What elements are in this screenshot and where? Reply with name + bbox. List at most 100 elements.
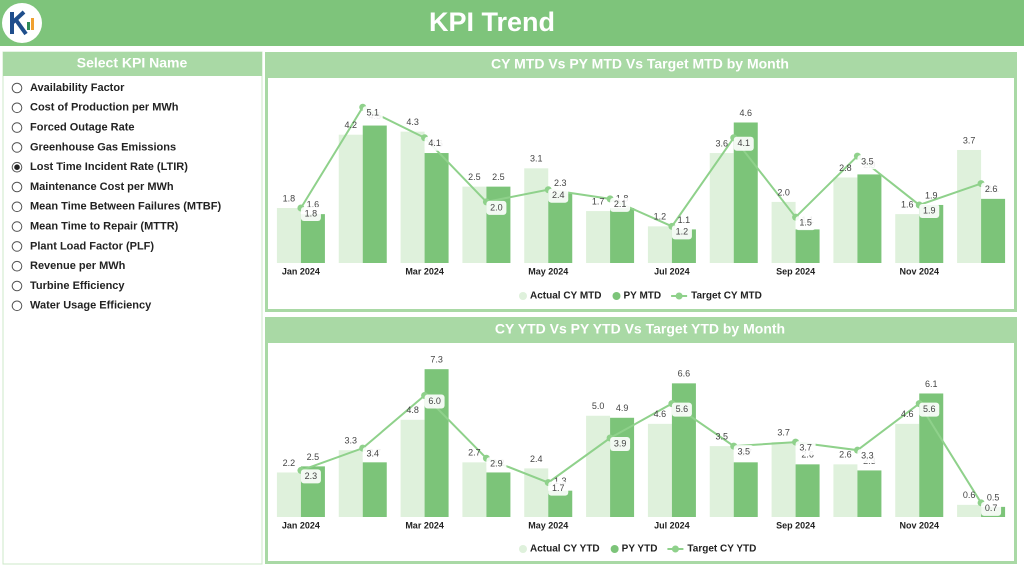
radio-button (11, 280, 23, 292)
data-label-box (919, 203, 940, 218)
bar (833, 177, 858, 263)
data-label: 3.7 (777, 427, 790, 437)
logo-circle (2, 3, 42, 43)
bar (957, 149, 982, 263)
data-label: 3.5 (715, 432, 728, 442)
data-label-box (424, 136, 445, 151)
slicer-option[interactable]: Mean Time Between Failures (MTBF) (11, 201, 221, 213)
bar (857, 470, 882, 517)
data-label-box (300, 207, 321, 222)
x-tick-label: Sep 2024 (776, 520, 815, 530)
data-label: 2.3 (305, 471, 318, 481)
slicer-option[interactable]: Mean Time to Repair (MTTR) (11, 221, 179, 233)
slicer-option[interactable]: Revenue per MWh (11, 260, 126, 272)
bar (647, 423, 672, 517)
radio-button (11, 102, 23, 114)
data-label: 1.5 (799, 218, 812, 228)
data-label: 0.7 (985, 503, 998, 513)
slicer-option[interactable]: Availability Factor (11, 82, 125, 94)
data-label: 3.4 (366, 449, 379, 459)
data-label: 1.9 (923, 205, 936, 215)
slicer-option[interactable]: Forced Outage Rate (11, 122, 135, 134)
slicer-option[interactable]: Greenhouse Gas Emissions (11, 141, 176, 153)
bar (362, 462, 387, 517)
bar (709, 153, 734, 263)
data-label-box (548, 481, 569, 496)
legend-label: PY MTD (624, 291, 662, 302)
data-label: 4.6 (654, 409, 667, 419)
data-label-box (424, 394, 445, 409)
bar (795, 464, 820, 517)
bar (548, 192, 573, 263)
data-label-box (486, 200, 507, 215)
slicer-header (3, 52, 262, 76)
chart-plot-bg (268, 78, 1014, 309)
data-label: 1.6 (307, 200, 320, 210)
data-label: 1.8 (283, 193, 296, 203)
page-title: KPI Trend (429, 7, 555, 37)
data-label: 1.9 (925, 190, 938, 200)
radio-button (11, 300, 23, 312)
bar (771, 442, 796, 517)
data-label: 3.5 (737, 447, 750, 457)
data-label: 4.2 (344, 120, 357, 130)
bar (400, 131, 425, 263)
data-label: 1.1 (678, 215, 691, 225)
slicer-panel (2, 51, 263, 565)
logo-bar (27, 22, 30, 30)
legend-marker (612, 292, 621, 300)
data-label: 2.6 (985, 184, 998, 194)
radio-button (11, 142, 23, 153)
data-label: 2.4 (552, 190, 565, 200)
bar (647, 226, 672, 263)
legend-label: Target CY YTD (687, 544, 756, 555)
slicer-option[interactable]: Maintenance Cost per MWh (11, 181, 174, 193)
data-label-box (362, 447, 383, 462)
x-tick-label: Jan 2024 (282, 266, 320, 276)
slicer-item-label: Greenhouse Gas Emissions (30, 141, 176, 153)
slicer-item-label: Turbine Efficiency (30, 280, 125, 292)
bar (795, 229, 820, 263)
data-label-box (795, 441, 816, 456)
charts: CY MTD Vs PY MTD Vs Target MTD by Month J… (276, 56, 1006, 555)
data-label-box (610, 437, 631, 452)
data-label: 3.3 (861, 451, 874, 461)
slicer-item-label: Plant Load Factor (PLF) (30, 240, 154, 252)
data-label: 3.1 (530, 154, 543, 164)
slicer-option[interactable]: Plant Load Factor (PLF) (11, 240, 154, 252)
slicer-item-label: Forced Outage Rate (30, 122, 135, 134)
legend-marker (610, 545, 619, 553)
data-label-box (733, 136, 754, 151)
radio-button (11, 82, 23, 94)
data-label: 5.0 (592, 401, 605, 411)
data-label: 2.5 (468, 172, 481, 182)
slicer-item-label: Mean Time to Repair (MTTR) (30, 221, 179, 233)
slicer-option[interactable]: Lost Time Incident Rate (LTIR) (11, 161, 188, 173)
header-bar (0, 0, 1024, 46)
logo (2, 3, 42, 43)
bar (833, 464, 858, 517)
bar (276, 472, 301, 517)
data-label: 5.1 (366, 108, 379, 118)
bar (462, 462, 487, 517)
slicer-option[interactable]: Water Usage Efficiency (11, 300, 152, 312)
data-label: 4.3 (406, 117, 419, 127)
data-label-box (362, 106, 383, 121)
slicer-option[interactable]: Cost of Production per MWh (11, 102, 179, 114)
data-label: 3.7 (799, 442, 812, 452)
bar (486, 472, 511, 517)
chart-title: CY YTD Vs PY YTD Vs Target YTD by Month (495, 321, 785, 337)
data-label: 4.6 (739, 108, 752, 118)
data-label-box (300, 469, 321, 484)
data-label: 2.4 (530, 454, 543, 464)
data-label-box (610, 197, 631, 212)
data-label-box (857, 449, 878, 464)
logo-mark (10, 10, 28, 36)
x-tick-label: Mar 2024 (405, 520, 444, 530)
data-label: 4.9 (616, 403, 629, 413)
slicer-option[interactable]: Turbine Efficiency (11, 280, 125, 292)
data-label-box (919, 402, 940, 417)
bar (462, 186, 487, 263)
legend-label: Actual CY YTD (530, 544, 600, 555)
data-label: 1.6 (901, 200, 914, 210)
